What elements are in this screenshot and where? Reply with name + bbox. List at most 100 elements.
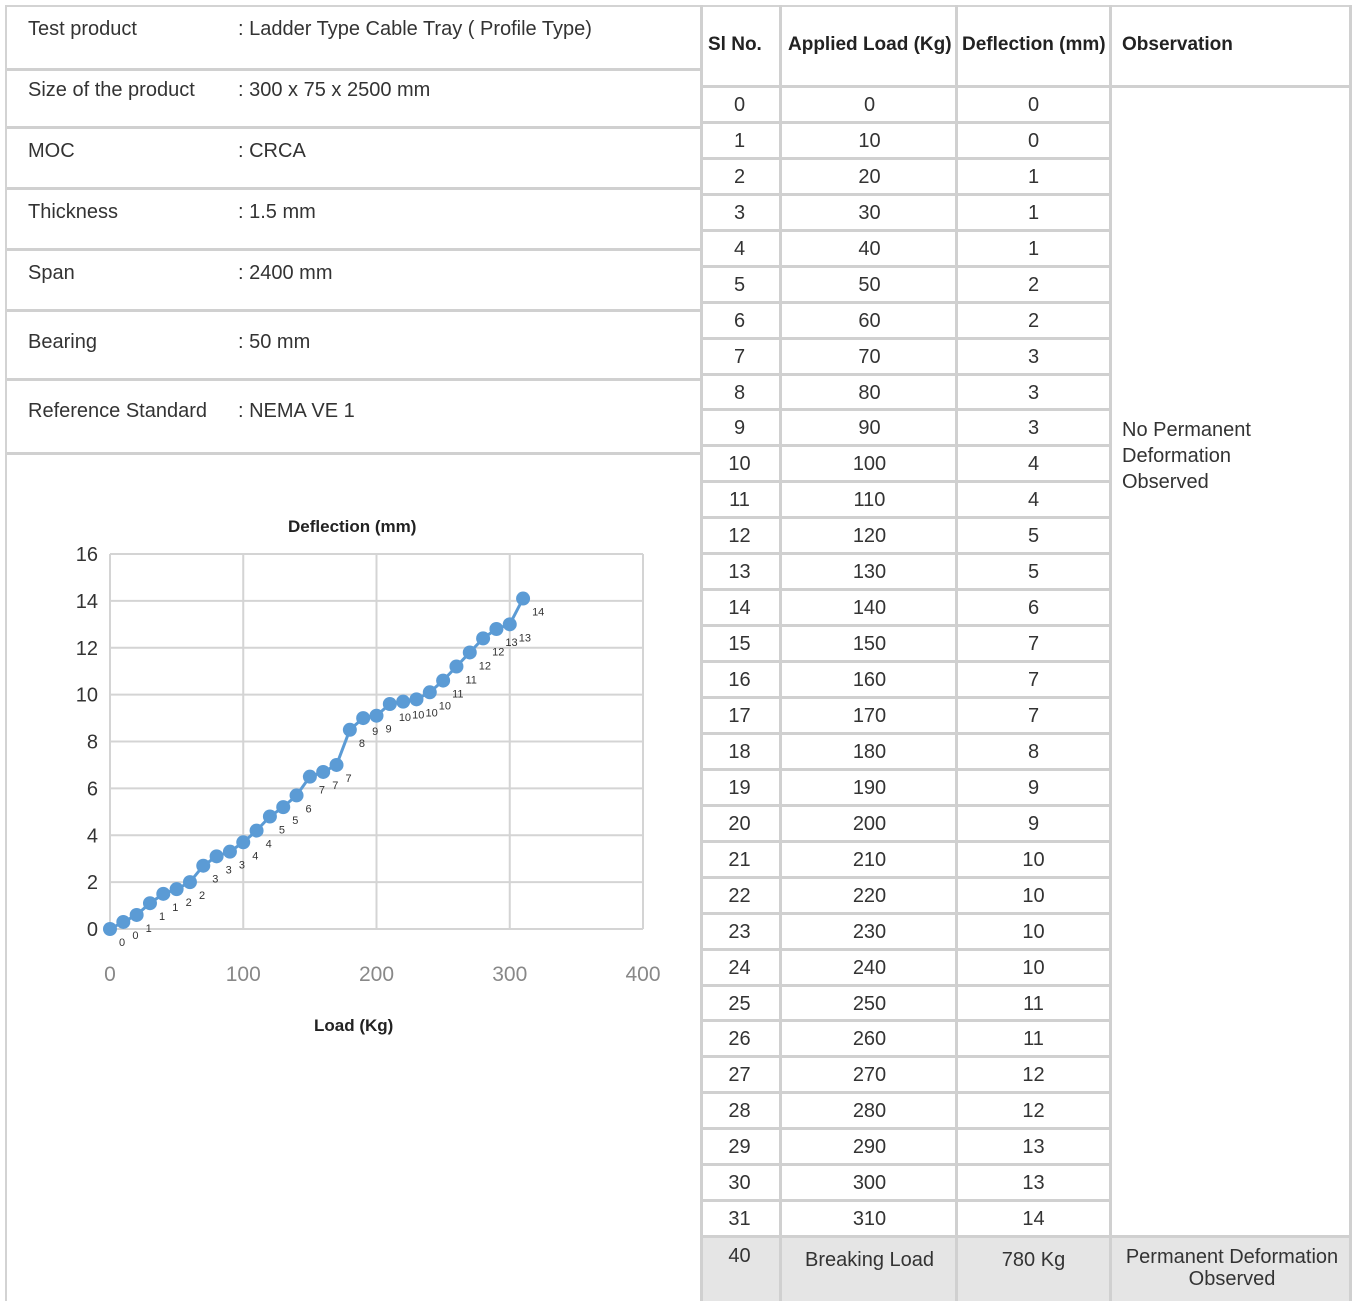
data-point — [276, 800, 291, 815]
cell-sl-no: 14 — [728, 597, 751, 619]
data-label: 3 — [226, 864, 232, 876]
cell-applied-load: 260 — [852, 1028, 887, 1050]
table-column-line — [779, 5, 782, 1301]
cell-sl-no: 4 — [733, 238, 746, 260]
cell-sl-no: 20 — [728, 813, 751, 835]
info-label: Test product — [28, 18, 137, 40]
table-row-line — [700, 121, 1111, 124]
cell-applied-load: 290 — [852, 1136, 887, 1158]
table-row-line — [700, 1055, 1111, 1058]
data-point — [382, 697, 397, 711]
table-row-line — [700, 876, 1111, 879]
chart-x-axis-label: Load (Kg) — [314, 1016, 394, 1035]
table-row-line — [700, 1019, 1111, 1022]
data-point — [409, 692, 424, 707]
table-row-line — [700, 552, 1111, 555]
info-value: : 1.5 mm — [238, 201, 316, 223]
cell-applied-load: 20 — [858, 166, 881, 188]
cell-deflection: 6 — [1027, 597, 1040, 619]
data-point — [396, 694, 411, 709]
table-row-line — [700, 157, 1111, 160]
cell-sl-no: 26 — [728, 1028, 751, 1050]
cell-applied-load: 300 — [852, 1172, 887, 1194]
y-tick-label: 0 — [87, 919, 98, 941]
data-point — [462, 645, 477, 660]
table-row-line — [700, 1235, 1351, 1238]
table-row-line — [700, 1199, 1111, 1202]
table-row-line — [700, 732, 1111, 735]
table-column-line — [1109, 5, 1112, 1301]
cell-sl-no: 30 — [728, 1172, 751, 1194]
info-label: MOC — [28, 140, 75, 162]
table-row-line — [700, 948, 1111, 951]
data-point — [236, 835, 251, 850]
data-label: 11 — [465, 675, 476, 687]
cell-applied-load: 160 — [852, 669, 887, 691]
cell-applied-load: 240 — [852, 957, 887, 979]
data-point — [156, 886, 171, 901]
header-sl-no: Sl No. — [708, 34, 762, 55]
table-row-line — [700, 480, 1111, 483]
data-label: 3 — [239, 860, 245, 872]
table-row-line — [700, 768, 1111, 771]
y-tick-label: 2 — [87, 872, 98, 894]
cell-deflection: 9 — [1027, 777, 1040, 799]
data-label: 4 — [266, 839, 272, 851]
cell-deflection: 5 — [1027, 525, 1040, 547]
table-header-line — [700, 85, 1351, 88]
cell-deflection: 4 — [1027, 489, 1040, 511]
cell-applied-load: 220 — [852, 885, 887, 907]
data-label: 11 — [452, 689, 463, 701]
data-label: 2 — [199, 890, 205, 902]
cell-applied-load: 50 — [858, 274, 881, 296]
cell-deflection: 13 — [1022, 1172, 1045, 1194]
data-label: 4 — [252, 850, 258, 862]
table-row-line — [700, 696, 1111, 699]
table-row-line — [700, 1091, 1111, 1094]
cell-sl-no: 21 — [728, 849, 751, 871]
data-label: 13 — [505, 637, 517, 649]
table-row-line — [700, 408, 1111, 411]
footer-observation: Permanent Deformation Observed — [1112, 1246, 1352, 1290]
cell-sl-no: 15 — [728, 633, 751, 655]
cell-deflection: 10 — [1022, 885, 1045, 907]
data-label: 10 — [425, 707, 437, 719]
table-column-line — [955, 5, 958, 1301]
cell-sl-no: 12 — [728, 525, 751, 547]
data-label: 9 — [372, 726, 378, 738]
data-point — [356, 711, 371, 726]
cell-applied-load: 10 — [858, 130, 881, 152]
table-row-line — [700, 337, 1111, 340]
cell-applied-load: 0 — [863, 94, 876, 116]
data-label: 10 — [439, 700, 451, 712]
cell-sl-no: 2 — [733, 166, 746, 188]
cell-deflection: 1 — [1027, 238, 1040, 260]
data-point — [516, 591, 531, 606]
info-value: : 50 mm — [238, 331, 311, 353]
cell-sl-no: 29 — [728, 1136, 751, 1158]
data-label: 10 — [399, 712, 411, 724]
cell-applied-load: 180 — [852, 741, 887, 763]
data-label: 0 — [119, 937, 125, 949]
data-label: 13 — [519, 632, 531, 644]
y-tick-label: 14 — [76, 591, 98, 613]
header-applied-load: Applied Load (Kg) — [788, 34, 952, 55]
info-row — [7, 251, 700, 312]
cell-deflection: 4 — [1027, 453, 1040, 475]
table-row-line — [700, 660, 1111, 663]
data-point — [502, 617, 517, 632]
info-value: : Ladder Type Cable Tray ( Profile Type) — [238, 18, 592, 40]
data-point — [129, 907, 144, 922]
cell-deflection: 13 — [1022, 1136, 1045, 1158]
data-point — [196, 858, 211, 873]
table-row-line — [700, 984, 1111, 987]
data-label: 1 — [172, 902, 178, 914]
cell-deflection: 1 — [1027, 166, 1040, 188]
data-point — [182, 875, 197, 890]
data-label: 5 — [279, 825, 285, 837]
x-tick-label: 0 — [104, 963, 116, 986]
cell-applied-load: 130 — [852, 561, 887, 583]
data-point — [489, 622, 504, 636]
cell-deflection: 10 — [1022, 849, 1045, 871]
cell-deflection: 3 — [1027, 382, 1040, 404]
